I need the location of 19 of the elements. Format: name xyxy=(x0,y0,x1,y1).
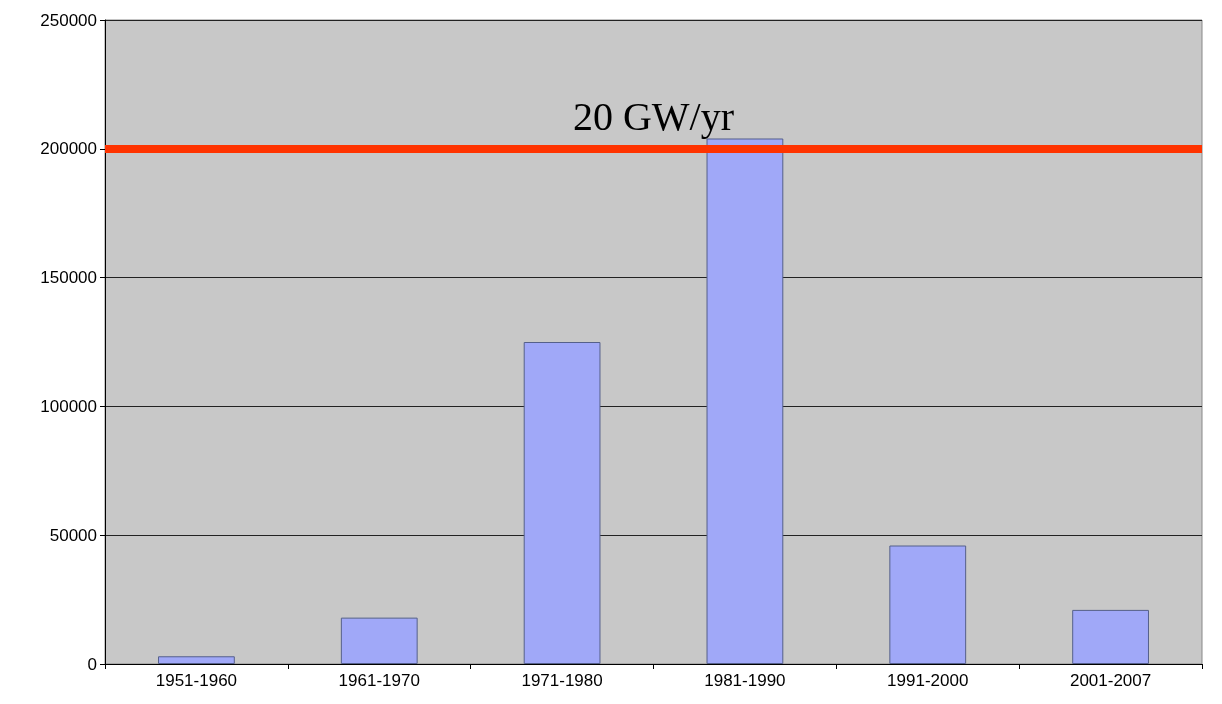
x-tick-label: 1951-1960 xyxy=(155,671,238,690)
y-tick-label: 50000 xyxy=(49,525,97,545)
y-tick-label: 150000 xyxy=(40,268,97,288)
x-tick-label: 1991-2000 xyxy=(887,671,969,690)
y-tick-label: 200000 xyxy=(40,139,97,159)
bar xyxy=(706,138,784,664)
y-tick-label: 250000 xyxy=(40,10,97,30)
bar xyxy=(1072,609,1149,664)
x-tick-label: 1981-1990 xyxy=(704,671,786,690)
bar xyxy=(523,342,601,664)
y-tick-label: 100000 xyxy=(40,396,97,416)
x-tick-label: 2001-2007 xyxy=(1069,671,1152,690)
x-tick-label: 1971-1980 xyxy=(521,671,603,690)
bar xyxy=(158,656,235,664)
bar xyxy=(340,617,418,664)
y-tick-label: 0 xyxy=(87,654,97,674)
x-tick-label: 1961-1970 xyxy=(338,671,420,690)
bar xyxy=(889,545,967,664)
ref-line-label: 20 GW/yr xyxy=(572,94,735,140)
